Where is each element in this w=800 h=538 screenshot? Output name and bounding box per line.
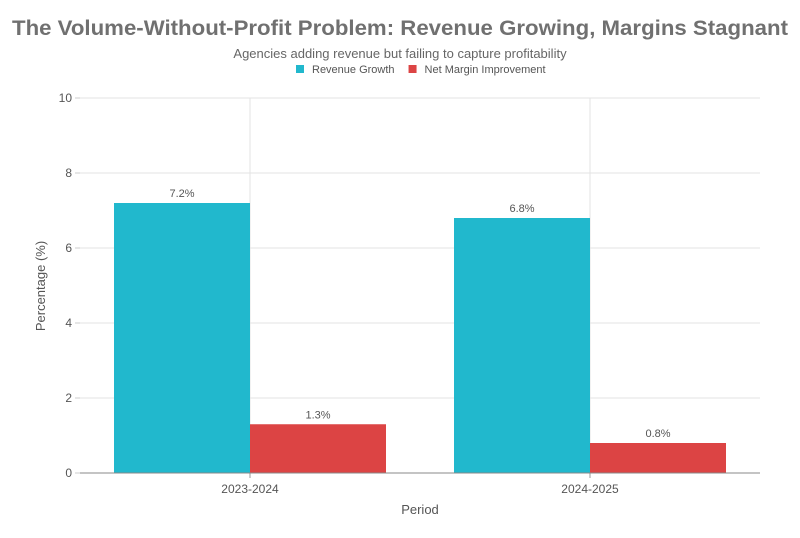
y-tick-label: 8 [65, 166, 72, 180]
bar-revenue-growth [114, 203, 250, 473]
bar-net-margin-improvement [250, 424, 386, 473]
y-tick-label: 6 [65, 241, 72, 255]
legend-label: Net Margin Improvement [425, 64, 546, 76]
x-axis-label: Period [401, 502, 439, 517]
axes: 0 2 4 6 8 10 2023-2024 2024-2025 [59, 91, 760, 496]
y-axis-label: Percentage (%) [33, 241, 48, 331]
y-tick-label: 2 [65, 391, 72, 405]
y-tick-label: 4 [65, 316, 72, 330]
legend-label: Revenue Growth [312, 64, 395, 76]
x-tick-label: 2024-2025 [561, 482, 619, 496]
chart-subtitle: Agencies adding revenue but failing to c… [233, 46, 567, 61]
bar-net-margin-improvement [590, 443, 726, 473]
x-tick-label: 2023-2024 [221, 482, 279, 496]
chart-title: The Volume-Without-Profit Problem: Reven… [12, 17, 788, 40]
bar-revenue-growth [454, 218, 590, 473]
data-label: 6.8% [509, 203, 534, 215]
y-tick-label: 0 [65, 466, 72, 480]
data-label: 0.8% [645, 428, 670, 440]
legend-swatch [296, 65, 304, 73]
legend-swatch [408, 65, 417, 73]
data-label: 1.3% [305, 409, 330, 421]
y-tick-label: 10 [59, 91, 73, 105]
legend: Revenue Growth Net Margin Improvement [296, 64, 546, 76]
bars: 7.2% 1.3% 6.8% 0.8% [114, 188, 726, 473]
data-label: 7.2% [169, 188, 194, 200]
